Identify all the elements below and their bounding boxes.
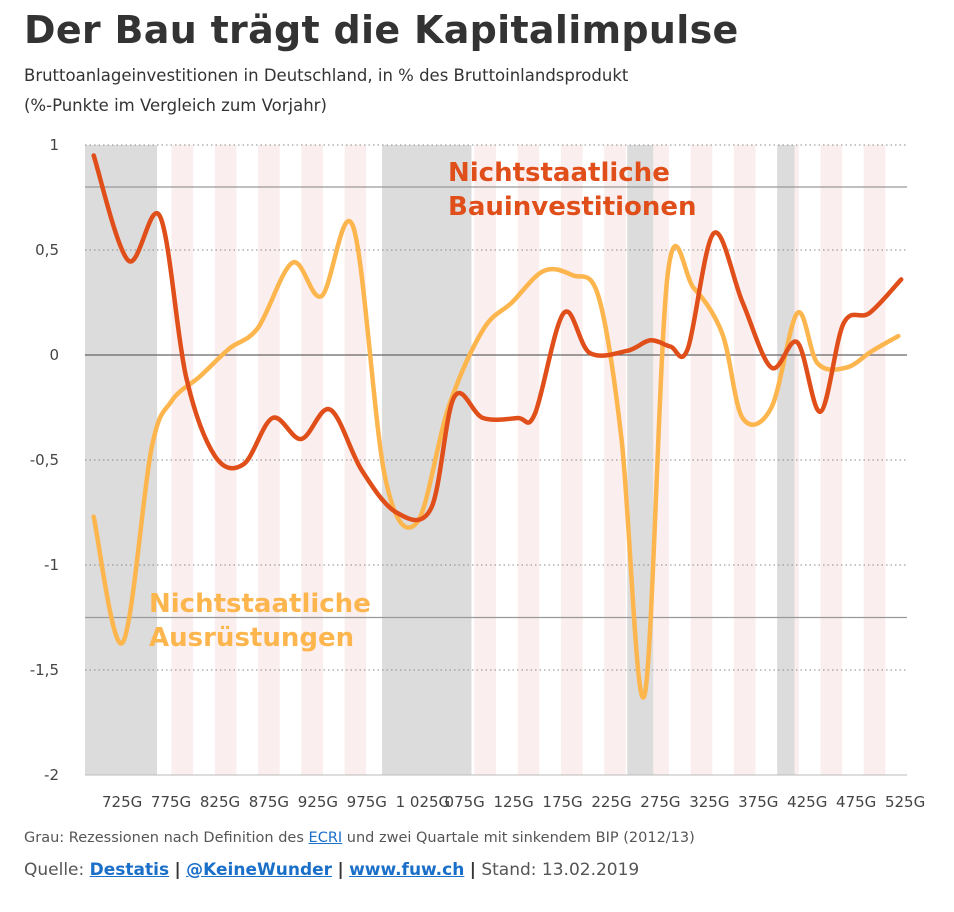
x-tick-label: 925G [298,793,338,811]
y-tick-label: -0,5 [30,451,59,469]
footnote: Grau: Rezessionen nach Definition des EC… [24,830,695,846]
x-tick-label: 125G [493,793,533,811]
y-tick-label: -2 [44,766,59,784]
separator: | [174,860,181,880]
source-label: Quelle: [24,860,85,880]
footnote-prefix: Grau: Rezessionen nach Definition des [24,830,304,846]
chart-subtitle-unit: (%-Punkte im Vergleich zum Vorjahr) [24,96,327,115]
x-tick-label: 825G [200,793,240,811]
x-tick-label: 1 025G [396,793,451,811]
y-tick-label: 0 [49,346,59,364]
ausruestungen-label: Nichtstaatliche [149,589,371,619]
twitter-link[interactable]: @KeineWunder [186,860,333,880]
separator: | [469,860,476,880]
x-tick-label: 525G [885,793,925,811]
recession-band [382,145,472,775]
ausruestungen-line [91,218,901,700]
x-tick-label: 275G [640,793,680,811]
stand-date: Stand: 13.02.2019 [481,860,640,880]
x-tick-label: 425G [787,793,827,811]
x-tick-label: 725G [102,793,142,811]
bauinvestitionen-label: Bauinvestitionen [448,192,697,222]
x-tick-label: 075G [445,793,485,811]
y-tick-label: -1,5 [30,661,59,679]
x-tick-label: 325G [689,793,729,811]
x-tick-label: 775G [151,793,191,811]
separator: | [337,860,344,880]
website-link[interactable]: www.fuw.ch [349,860,465,880]
line-chart: 1 0,5 0 -0,5 -1 -1,5 -2 725G 775G 825G 875G 925G 975… [30,136,926,811]
x-tick-label: 875G [249,793,289,811]
bauinvestitionen-line [91,153,904,523]
chart-title: Der Bau trägt die Kapitalimpulse [24,8,739,52]
x-tick-label: 175G [542,793,582,811]
x-tick-label: 975G [347,793,387,811]
source-line: Quelle: Destatis | @KeineWunder | www.fu… [24,860,639,880]
destatis-link[interactable]: Destatis [89,860,170,880]
ecri-link[interactable]: ECRI [308,830,343,846]
x-tick-label: 375G [738,793,778,811]
y-tick-label: 0,5 [35,241,59,259]
ausruestungen-label: Ausrüstungen [149,623,354,653]
y-tick-label: -1 [44,556,59,574]
bauinvestitionen-label: Nichtstaatliche [448,158,670,188]
y-tick-label: 1 [49,136,59,154]
x-tick-label: 225G [591,793,631,811]
chart-subtitle: Bruttoanlageinvestitionen in Deutschland… [24,66,629,85]
x-tick-label: 475G [836,793,876,811]
footnote-suffix: und zwei Quartale mit sinkendem BIP (201… [346,830,695,846]
